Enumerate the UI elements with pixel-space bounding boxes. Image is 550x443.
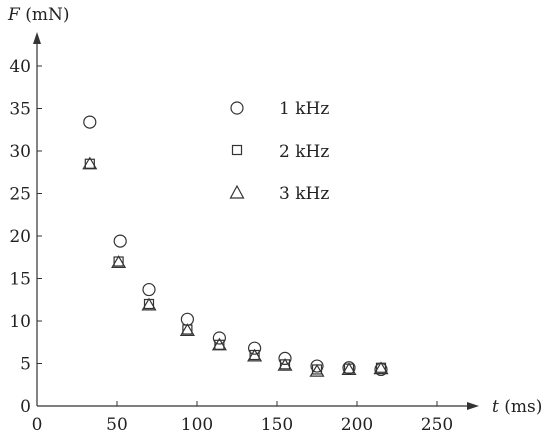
data-point-triangle <box>277 358 293 371</box>
x-axis-title: t (ms) <box>492 397 542 417</box>
x-tick-label: 100 <box>181 415 213 435</box>
legend-item-1: 1 kHz <box>230 99 329 119</box>
y-tick-label: 5 <box>20 355 31 375</box>
data-point-triangle <box>341 362 357 376</box>
x-tick-label: 150 <box>261 415 293 435</box>
legend-square-marker <box>231 144 243 156</box>
y-tick-label: 15 <box>9 270 31 290</box>
y-axis-unit: (mN) <box>20 5 70 25</box>
y-tick-label: 20 <box>9 227 31 247</box>
legend-label-3: 3 kHz <box>279 184 329 204</box>
y-ticks: 0 5 10 15 20 25 30 35 40 <box>9 57 42 417</box>
legend-label-2: 2 kHz <box>279 142 329 162</box>
x-tick-label: 0 <box>32 415 43 435</box>
data-point-circle <box>278 351 292 365</box>
legend-triangle-marker <box>229 184 245 199</box>
legend: 1 kHz 2 kHz 3 kHz <box>229 99 329 204</box>
data-point-triangle <box>179 323 195 336</box>
data-point-circle <box>248 341 262 355</box>
x-tick-label: 200 <box>341 415 373 435</box>
data-point-circle <box>310 359 324 373</box>
y-tick-label: 30 <box>9 142 31 162</box>
y-axis-variable: F <box>7 5 21 25</box>
data-point-triangle <box>82 156 98 170</box>
legend-item-2: 2 kHz <box>231 142 329 162</box>
axes <box>33 32 479 410</box>
x-ticks: 0 50 100 150 200 250 <box>32 401 453 435</box>
data-point-circle <box>342 361 356 375</box>
y-tick-label: 35 <box>9 100 31 120</box>
x-axis-variable: t <box>492 397 499 417</box>
x-axis-unit: (ms) <box>499 397 543 417</box>
data-point-triangle <box>211 337 227 351</box>
legend-circle-marker <box>230 101 244 115</box>
x-tick-label: 50 <box>106 415 128 435</box>
y-axis-title: F (mN) <box>7 5 69 25</box>
data-point-circle <box>83 115 97 129</box>
data-point-triangle <box>141 297 157 311</box>
x-axis-arrow <box>467 402 479 410</box>
legend-label-1: 1 kHz <box>279 99 329 119</box>
legend-item-3: 3 kHz <box>229 184 329 204</box>
data-point-triangle <box>373 361 389 375</box>
y-tick-label: 10 <box>9 312 31 332</box>
y-tick-label: 0 <box>20 397 31 417</box>
y-axis-arrow <box>33 32 41 44</box>
data-points <box>82 115 389 377</box>
data-point-triangle <box>247 348 263 362</box>
data-point-triangle <box>309 363 325 377</box>
data-point-circle <box>113 234 127 248</box>
data-point-triangle <box>111 255 127 268</box>
data-point-circle <box>142 282 156 297</box>
y-tick-label: 25 <box>9 185 31 205</box>
y-tick-label: 40 <box>9 57 31 77</box>
data-point-circle <box>212 331 226 345</box>
x-tick-label: 250 <box>421 415 453 435</box>
